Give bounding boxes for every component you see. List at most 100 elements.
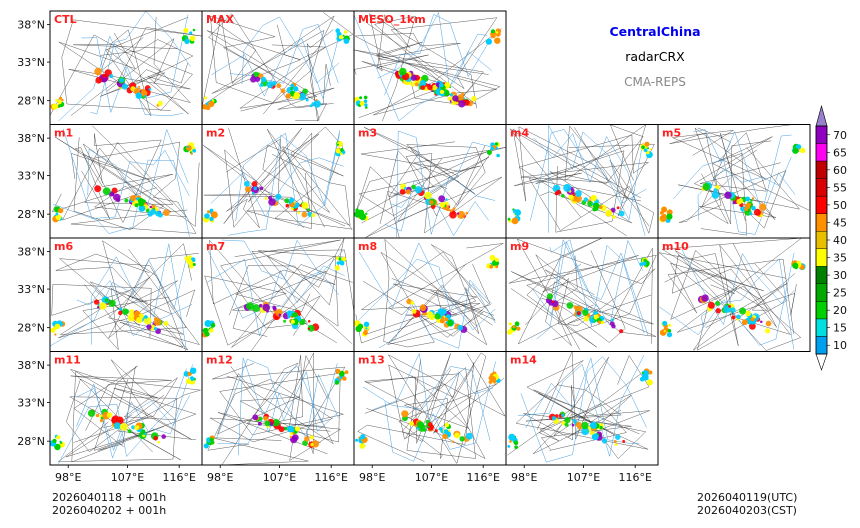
boundary-line [70,375,201,440]
boundary-line [514,144,629,233]
boundary-line [354,13,477,109]
echo-cell [736,198,743,205]
echo-cell [251,191,255,195]
echo-cell [610,207,616,213]
echo-cell [667,329,672,333]
echo-cell [427,422,433,427]
boundary-line [366,14,498,89]
boundary-line [217,373,334,445]
echo-cell [760,214,764,218]
echo-cell [424,191,432,200]
panel-max: MAX [201,10,355,125]
echo-cell [661,206,668,213]
echo-cell [309,435,314,440]
echo-cell [449,209,453,213]
colorbar-tick-label: 55 [833,181,847,194]
echo-cell [441,316,444,319]
echo-cell [285,203,290,208]
reflectivity-field [50,359,201,464]
echo-cell [297,211,300,215]
reflectivity-field [354,238,504,349]
echo-cell [404,186,407,190]
boundary-line [246,127,353,230]
echo-cell [342,256,347,262]
echo-cell [564,417,571,424]
boundary-line [208,13,334,109]
river-line [235,130,341,226]
echo-cell [516,326,521,331]
echo-cell [57,100,62,105]
echo-cell [204,96,208,100]
echo-cell [290,207,294,211]
echo-cell [138,205,146,212]
lat-tick-label: 33°N [17,170,45,183]
echo-cell [427,84,433,91]
echo-cell [301,211,308,218]
echo-cell [399,188,406,195]
echo-cell [118,310,123,316]
echo-cell [192,263,196,266]
echo-cell [643,148,648,153]
river-line [384,141,493,232]
echo-cell [707,301,715,309]
echo-cell [304,436,310,442]
reflectivity-field [202,238,354,352]
echo-cell [60,322,64,326]
reflectivity-field [50,240,200,351]
reflectivity-field [658,238,806,351]
boundary-line [693,263,788,351]
echo-cell [442,433,448,440]
echo-cell [489,264,494,269]
echo-cell [496,153,500,158]
echo-cell [99,418,104,423]
echo-cell [141,315,144,318]
echo-cell [599,205,603,209]
echo-cell [135,425,140,430]
echo-cell [157,440,161,444]
echo-cell [55,212,59,216]
boundary-line [671,243,796,328]
lon-tick-label: 116°E [162,471,195,484]
boundary-line [217,372,345,455]
echo-cell [509,440,512,443]
init-time-cst: 2026040202 + 001h [52,504,167,517]
echo-cell [144,94,147,97]
echo-cell [764,328,771,334]
echo-cell [414,186,423,194]
echo-cell [335,368,341,374]
echo-cell [134,203,139,208]
echo-cell [747,202,751,207]
echo-cell [616,206,620,210]
boundary-line [388,243,504,338]
panel-label: m8 [358,240,377,253]
echo-cell [551,416,557,421]
boundary-line [58,32,193,111]
echo-cell [59,441,62,444]
panel-label: m5 [662,127,681,140]
echo-cell [455,101,459,105]
colorbar-segment [815,160,828,179]
colorbar-segment [815,195,828,214]
echo-cell [148,87,152,91]
lon-tick-label: 116°E [466,471,499,484]
panel-m11: m11 [49,351,203,466]
colorbar-segment [815,213,828,232]
echo-cell [446,319,454,327]
colorbar-segment [815,318,828,337]
echo-cell [310,442,314,447]
echo-cell [183,28,189,33]
echo-cell [128,309,135,316]
echo-cell [50,327,56,333]
variable-title: radarCRX [625,49,685,64]
river-line [241,16,340,85]
echo-cell [490,29,496,34]
echo-cell [711,191,720,199]
echo-cell [489,376,497,383]
boundary-line [61,19,202,116]
echo-cell [188,261,195,268]
echo-cell [452,95,459,102]
echo-cell [250,76,257,83]
echo-cell [641,371,644,374]
echo-cell [113,422,121,430]
echo-cell [189,31,193,35]
